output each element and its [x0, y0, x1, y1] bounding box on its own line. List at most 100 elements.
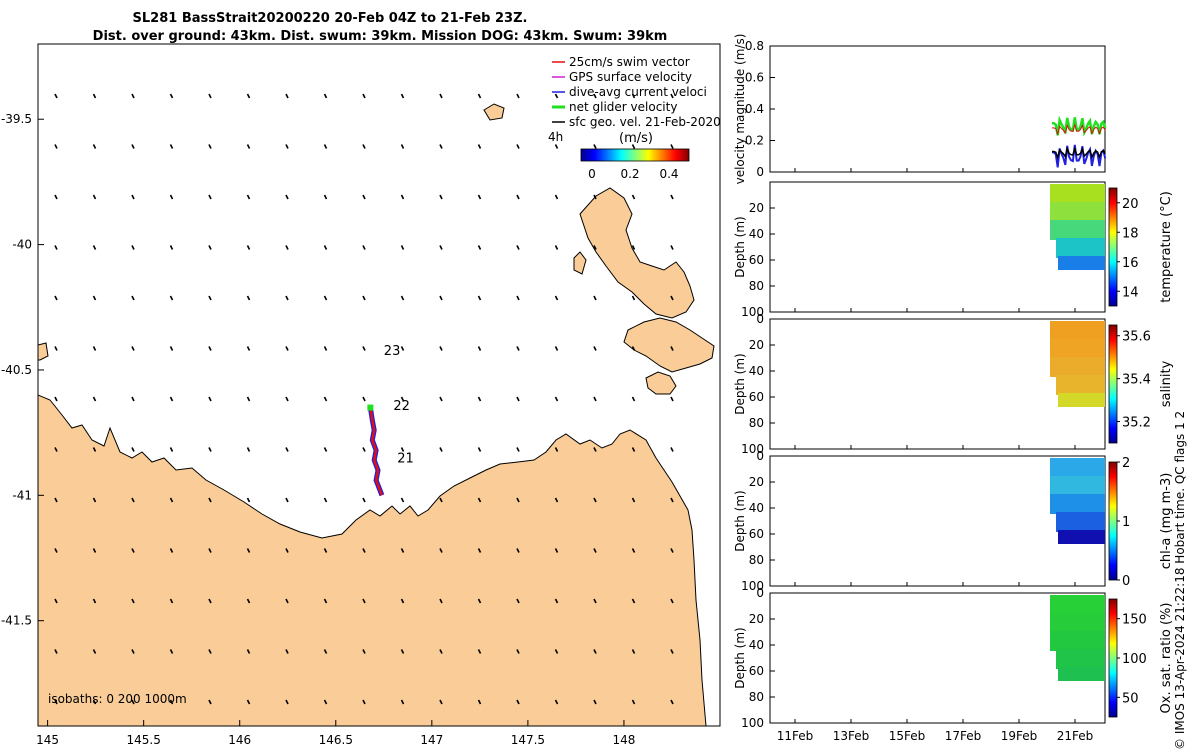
chla-axes [769, 455, 1106, 587]
temperature-section-band [1050, 202, 1105, 222]
temperature-section-band [1058, 256, 1105, 270]
geo-arrow [670, 194, 674, 200]
geo-arrow [400, 497, 405, 503]
geo-arrow [516, 447, 520, 452]
geo-arrow [323, 447, 328, 452]
salinity-colorbar-label: salinity [1159, 360, 1174, 407]
geo-arrow [323, 346, 328, 351]
geo-arrow [631, 447, 636, 452]
geo-arrow [285, 447, 289, 452]
geo-arrow [477, 295, 482, 301]
islet-3 [38, 342, 49, 361]
credit-text: © IMOS 13-Apr-2024 21:22:18 Hobart time.… [1173, 411, 1187, 750]
oxygen-tick-label: 100 [741, 716, 764, 730]
oxygen-ctick-label: 150 [1122, 613, 1147, 628]
temperature-tick-label: 80 [749, 279, 764, 293]
geo-arrow [554, 699, 559, 705]
geo-arrow [169, 245, 174, 250]
velocity-y-ticks: 0 0.2 0.4 0.6 0.8 [745, 39, 775, 179]
lon-tick-label: 147 [420, 733, 443, 747]
legend-dive: dive-avg current veloci [569, 85, 707, 99]
geo-arrow [631, 346, 636, 351]
geo-arrow [323, 497, 328, 503]
geo-arrow [208, 447, 212, 452]
geo-arrow [246, 396, 251, 402]
temperature-tick-label: 100 [741, 305, 764, 319]
geo-arrow [54, 548, 58, 553]
geo-arrow [439, 649, 443, 654]
temperature-ctick-label: 16 [1122, 256, 1139, 271]
chla-colorbar-label: chl-a (mg m-3) [1159, 473, 1174, 570]
time-label: 4h [548, 130, 563, 144]
geo-arrow [169, 194, 174, 200]
x-tick-label: 13Feb [833, 729, 870, 743]
geo-arrow [670, 598, 674, 604]
geo-arrow [92, 245, 97, 250]
geo-arrow [477, 699, 482, 705]
oxygen-tick-label: 80 [749, 690, 764, 704]
temperature-section-band [1050, 184, 1105, 204]
geo-arrow [400, 144, 405, 149]
geo-arrow [54, 497, 58, 503]
geo-arrow [400, 295, 405, 301]
geo-arrow [400, 548, 405, 553]
geo-arrow [54, 245, 58, 250]
geo-arrow [92, 598, 97, 604]
geo-arrow [477, 245, 482, 250]
oxygen-tick-label: 20 [749, 612, 764, 626]
oxygen-section-band [1056, 649, 1105, 669]
chla-ctick-label: 0 [1122, 574, 1130, 589]
geo-velocity-line [1052, 146, 1106, 161]
temperature-tick-label: 40 [749, 227, 764, 241]
geo-arrow [246, 497, 251, 503]
geo-arrow [400, 93, 405, 99]
geo-arrow [246, 649, 251, 654]
temperature-ctick-label: 20 [1122, 197, 1139, 212]
swim-velocity-line [1052, 123, 1106, 136]
salinity-ylabel: Depth (m) [733, 353, 747, 414]
geo-arrow [631, 295, 636, 301]
geo-arrow [131, 447, 135, 452]
velocity-ylabel: velocity magnitude (m/s) [733, 34, 747, 185]
tasmania-land [38, 394, 707, 726]
chla-colorbar [1108, 461, 1118, 581]
geo-arrow [285, 548, 289, 553]
geo-arrow [554, 245, 559, 250]
geo-arrow [169, 447, 174, 452]
geo-arrow [323, 245, 328, 250]
geo-arrow [362, 194, 366, 200]
geo-arrow [400, 598, 405, 604]
geo-arrow [285, 649, 289, 654]
geo-arrow [208, 548, 212, 553]
geo-arrow [246, 144, 251, 149]
geo-arrow [92, 396, 97, 402]
geo-arrow [516, 699, 520, 705]
geo-arrow [131, 548, 135, 553]
geo-arrow [54, 295, 58, 301]
geo-arrow [131, 497, 135, 503]
geo-arrow [554, 497, 559, 503]
geo-arrow [554, 144, 559, 149]
velocity-panel: 0 0.2 0.4 0.6 0.8 velocity magnitude (m/s) [733, 34, 1107, 185]
geo-arrow [169, 548, 174, 553]
speed-tick-0: 0 [588, 167, 596, 181]
vel-tick-label: 0.2 [745, 134, 764, 148]
geo-arrow [400, 245, 405, 250]
geo-arrow [439, 93, 443, 99]
geo-arrow [131, 295, 135, 301]
oxygen-axes [769, 592, 1106, 724]
geo-arrow [670, 548, 674, 553]
geo-arrow [516, 346, 520, 351]
geo-arrow [362, 548, 366, 553]
geo-arrow [439, 548, 443, 553]
geo-arrow [631, 649, 636, 654]
flinders-island [579, 187, 695, 319]
geo-velocity-arrows [54, 93, 674, 705]
geo-arrow [131, 194, 135, 200]
map-land [38, 103, 715, 726]
speed-colorbar-title: (m/s) [619, 131, 653, 146]
temperature-section-band [1050, 220, 1105, 240]
geo-arrow [92, 295, 97, 301]
geo-arrow [208, 194, 212, 200]
temperature-ylabel: Depth (m) [733, 216, 747, 277]
